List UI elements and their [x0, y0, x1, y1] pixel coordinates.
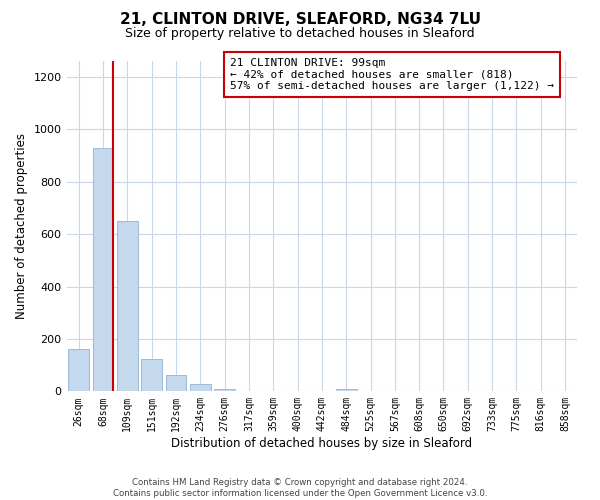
Text: 21, CLINTON DRIVE, SLEAFORD, NG34 7LU: 21, CLINTON DRIVE, SLEAFORD, NG34 7LU — [119, 12, 481, 28]
Bar — [92, 148, 113, 392]
Bar — [336, 388, 356, 392]
Bar — [68, 348, 89, 392]
X-axis label: Distribution of detached houses by size in Sleaford: Distribution of detached houses by size … — [172, 437, 472, 450]
Text: 21 CLINTON DRIVE: 99sqm
← 42% of detached houses are smaller (818)
57% of semi-d: 21 CLINTON DRIVE: 99sqm ← 42% of detache… — [230, 58, 554, 92]
Bar — [166, 375, 187, 392]
Bar — [142, 358, 162, 392]
Bar — [190, 384, 211, 392]
Bar — [117, 221, 137, 392]
Bar — [214, 388, 235, 392]
Text: Contains HM Land Registry data © Crown copyright and database right 2024.
Contai: Contains HM Land Registry data © Crown c… — [113, 478, 487, 498]
Text: Size of property relative to detached houses in Sleaford: Size of property relative to detached ho… — [125, 28, 475, 40]
Y-axis label: Number of detached properties: Number of detached properties — [15, 134, 28, 320]
